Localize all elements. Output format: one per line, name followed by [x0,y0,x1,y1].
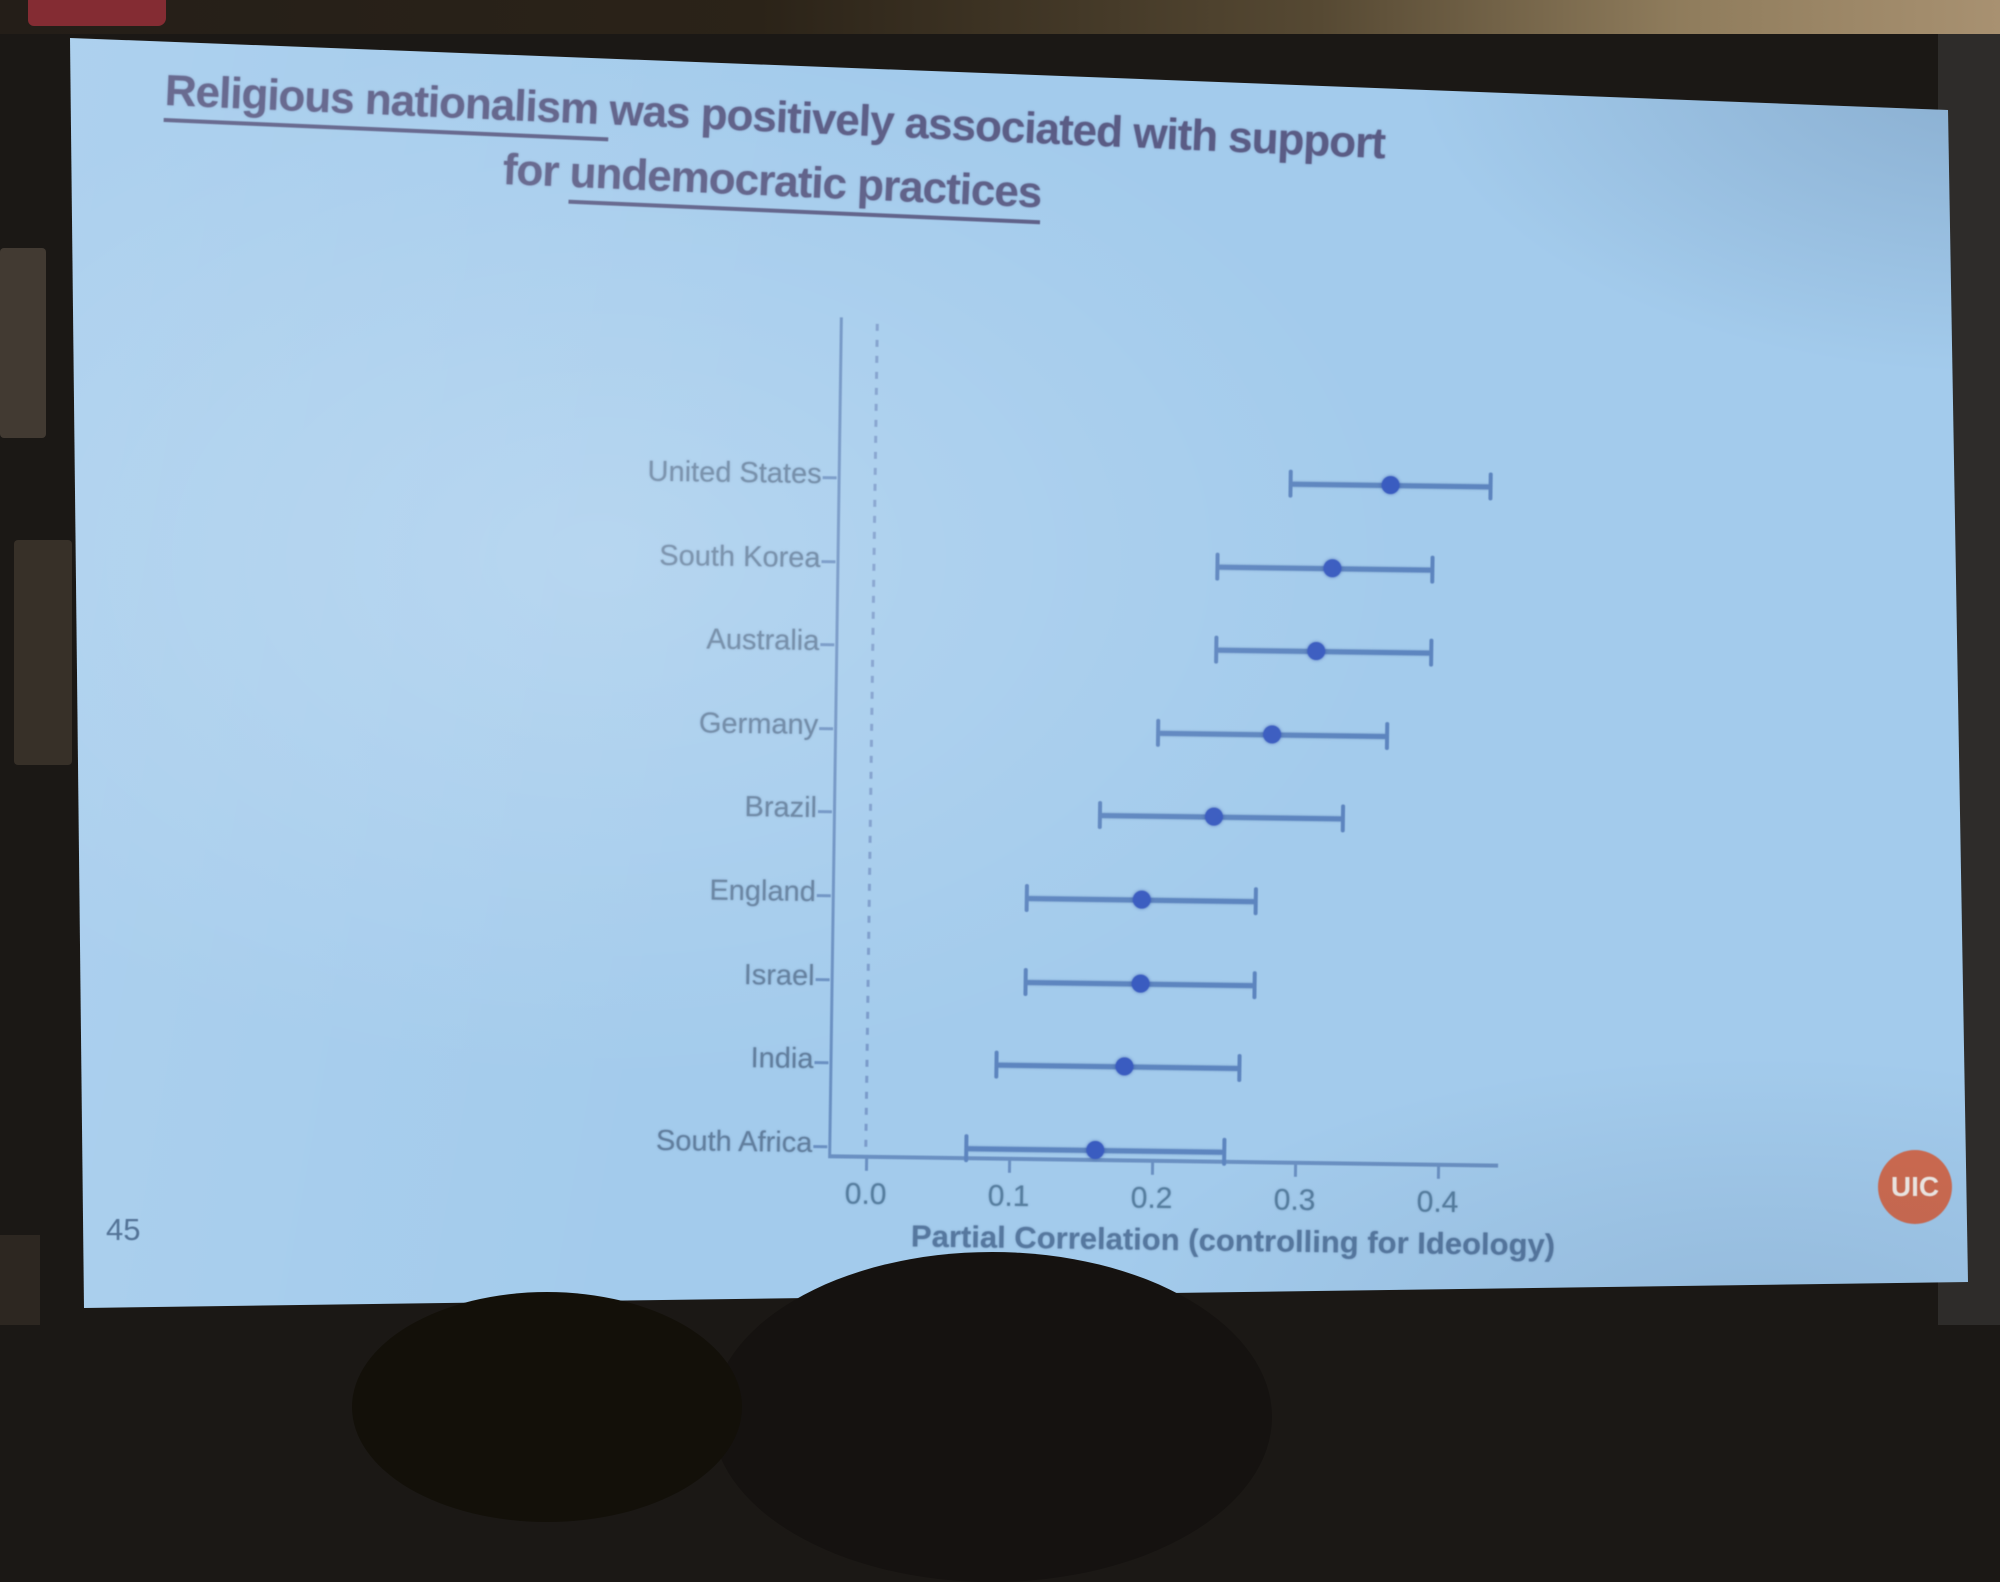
country-label: Australia [706,623,820,658]
point-estimate [1115,1057,1134,1076]
point-estimate [1204,807,1224,827]
country-label: Israel [743,958,815,992]
error-bar-cap-low [1215,552,1220,581]
country-label: United States [647,455,822,491]
error-bar-cap-high [1221,1137,1226,1166]
y-axis-tick [816,894,831,898]
error-bar-cap-high [1428,638,1434,667]
point-estimate [1381,475,1400,495]
y-axis-tick [817,810,832,814]
y-axis-tick [822,476,837,480]
error-bar-cap-low [1214,635,1219,664]
country-label: South Korea [659,539,821,574]
y-axis-tick [820,643,835,647]
error-bar-cap-high [1237,1054,1242,1083]
point-estimate [1307,642,1326,661]
error-bar-cap-high [1340,804,1346,833]
ceiling-band [0,0,2000,34]
point-estimate [1085,1140,1105,1159]
error-bar-cap-low [1023,967,1029,996]
x-axis-tick [864,1157,869,1171]
wall-patch [0,1235,40,1325]
country-label: South Africa [655,1124,813,1159]
wall-patch [0,248,46,438]
forest-plot-chart: Partial Correlation (controlling for Ide… [647,317,1555,1262]
red-wall-patch [28,0,166,26]
slide-page-number: 45 [106,1212,141,1247]
audience-head-silhouette [352,1292,742,1522]
x-axis-tick [1293,1163,1298,1177]
y-axis-tick [814,1061,829,1065]
x-axis-tick [1436,1165,1441,1179]
country-label: India [750,1042,814,1076]
x-axis-tick [1150,1161,1155,1175]
x-axis-tick-label: 0.2 [1130,1181,1173,1216]
error-bar-cap-low [993,1050,999,1079]
error-bar-cap-low [1024,883,1030,913]
y-axis-tick [821,559,836,563]
point-estimate [1322,558,1342,577]
x-axis-tick-label: 0.0 [844,1177,887,1212]
y-axis-line [828,317,843,1158]
error-bar-cap-low [964,1133,969,1163]
country-label: Germany [698,707,819,741]
error-bar-cap-high [1429,555,1435,584]
x-axis-line [828,1154,1499,1168]
audience-head-silhouette [712,1252,1272,1582]
y-axis-tick [813,1144,828,1149]
error-bar-cap-high [1252,970,1257,999]
point-estimate [1131,974,1150,993]
error-bar-cap-high [1488,472,1493,501]
point-estimate [1263,725,1282,744]
x-axis-tick-label: 0.4 [1416,1185,1459,1220]
error-bar-cap-low [1097,801,1102,830]
error-bar-cap-low [1155,718,1161,747]
error-bar-cap-high [1384,721,1390,750]
y-axis-tick [819,726,834,731]
x-axis-tick [1007,1159,1012,1173]
y-axis-tick [815,977,830,981]
presentation-slide: Religious nationalism was positively ass… [70,38,1968,1308]
country-label: England [709,874,817,909]
country-label: Brazil [744,791,818,825]
x-axis-tick-label: 0.1 [987,1179,1030,1214]
error-bar-cap-high [1253,887,1259,916]
point-estimate [1132,890,1151,909]
zero-reference-line [864,323,879,1152]
x-axis-tick-label: 0.3 [1273,1183,1316,1218]
error-bar-cap-low [1288,469,1293,498]
wall-patch [14,540,72,765]
uic-logo: UIC [1878,1150,1952,1224]
